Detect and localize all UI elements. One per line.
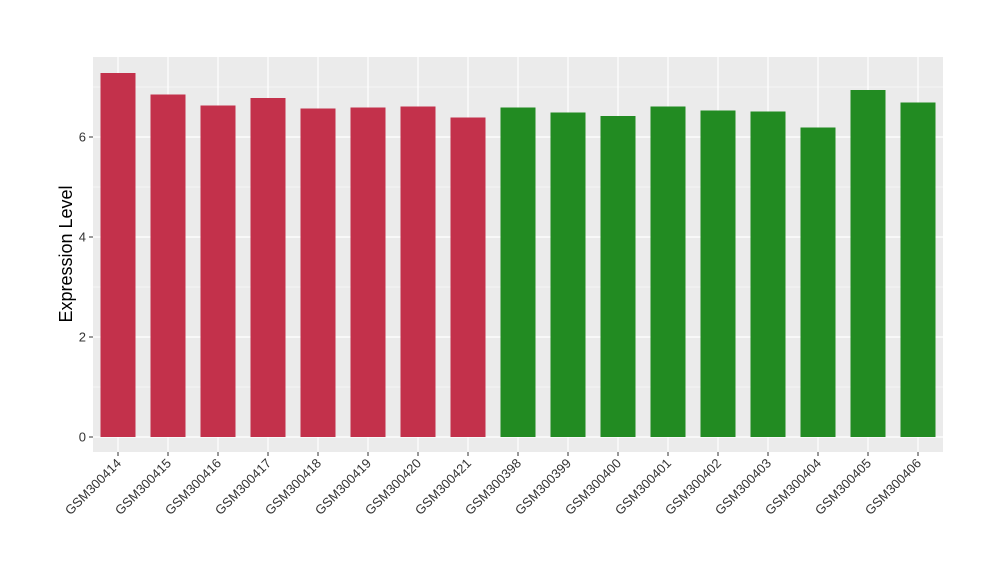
- bar-GSM300418: [300, 108, 336, 437]
- y-tick-label: 6: [79, 130, 86, 145]
- bar-GSM300414: [100, 73, 136, 437]
- bar-GSM300419: [350, 107, 386, 437]
- x-axis: GSM300414GSM300415GSM300416GSM300417GSM3…: [62, 452, 924, 518]
- y-axis: 0 2 4 6: [79, 130, 93, 445]
- y-tick-label: 2: [79, 330, 86, 345]
- bar-GSM300404: [800, 127, 836, 437]
- bar-GSM300399: [550, 112, 586, 437]
- bar-GSM300403: [750, 111, 786, 437]
- bar-GSM300398: [500, 107, 536, 437]
- y-tick-label: 4: [79, 230, 86, 245]
- bar-GSM300420: [400, 106, 436, 437]
- bar-GSM300401: [650, 106, 686, 437]
- y-tick-label: 0: [79, 430, 86, 445]
- bar-GSM300406: [900, 102, 936, 437]
- bar-GSM300417: [250, 98, 286, 437]
- bars: [100, 73, 936, 437]
- bar-GSM300402: [700, 110, 736, 437]
- y-axis-title: Expression Level: [56, 185, 76, 322]
- bar-GSM300421: [450, 117, 486, 437]
- bar-GSM300405: [850, 90, 886, 437]
- bar-GSM300416: [200, 105, 236, 437]
- bar-GSM300400: [600, 116, 636, 437]
- bar-GSM300415: [150, 94, 186, 437]
